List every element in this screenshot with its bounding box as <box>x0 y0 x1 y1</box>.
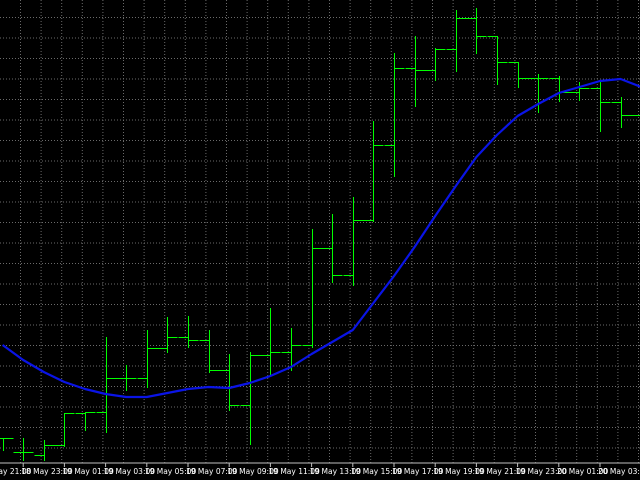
x-tick-label: 19 May 15:00 <box>351 467 403 476</box>
x-tick-label: 19 May 11:00 <box>268 467 320 476</box>
x-tick-label: 19 May 19:00 <box>433 467 485 476</box>
x-tick-label: 19 May 01:00 <box>62 467 114 476</box>
x-tick-label: 20 May 03:00 <box>598 467 640 476</box>
x-tick-label: 19 May 09:00 <box>227 467 279 476</box>
x-tick-label: 19 May 05:00 <box>145 467 197 476</box>
x-tick-label: 19 May 07:00 <box>186 467 238 476</box>
moving-average-line <box>1 77 640 399</box>
plot-area <box>0 8 640 461</box>
grid <box>0 0 640 463</box>
x-tick-label: 18 May 21:00 <box>0 467 32 476</box>
x-tick-label: 19 May 17:00 <box>392 467 444 476</box>
x-tick-label: 18 May 23:00 <box>21 467 73 476</box>
x-tick-label: 19 May 21:00 <box>474 467 526 476</box>
x-tick-label: 19 May 03:00 <box>104 467 156 476</box>
x-tick-label: 19 May 13:00 <box>310 467 362 476</box>
x-tick-label: 19 May 23:00 <box>516 467 568 476</box>
x-tick-label: 20 May 01:00 <box>557 467 609 476</box>
